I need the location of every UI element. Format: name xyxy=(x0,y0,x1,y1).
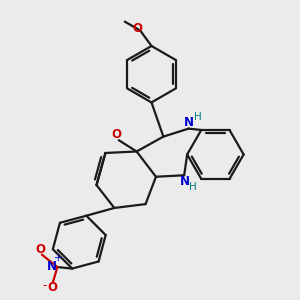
Text: +: + xyxy=(54,253,62,263)
Text: O: O xyxy=(133,22,143,35)
Text: N: N xyxy=(184,116,194,129)
Text: O: O xyxy=(48,281,58,294)
Text: N: N xyxy=(47,260,57,273)
Text: O: O xyxy=(111,128,122,141)
Text: H: H xyxy=(189,182,196,192)
Text: H: H xyxy=(194,112,201,122)
Text: N: N xyxy=(180,175,190,188)
Text: -: - xyxy=(42,279,47,292)
Text: O: O xyxy=(35,243,45,256)
